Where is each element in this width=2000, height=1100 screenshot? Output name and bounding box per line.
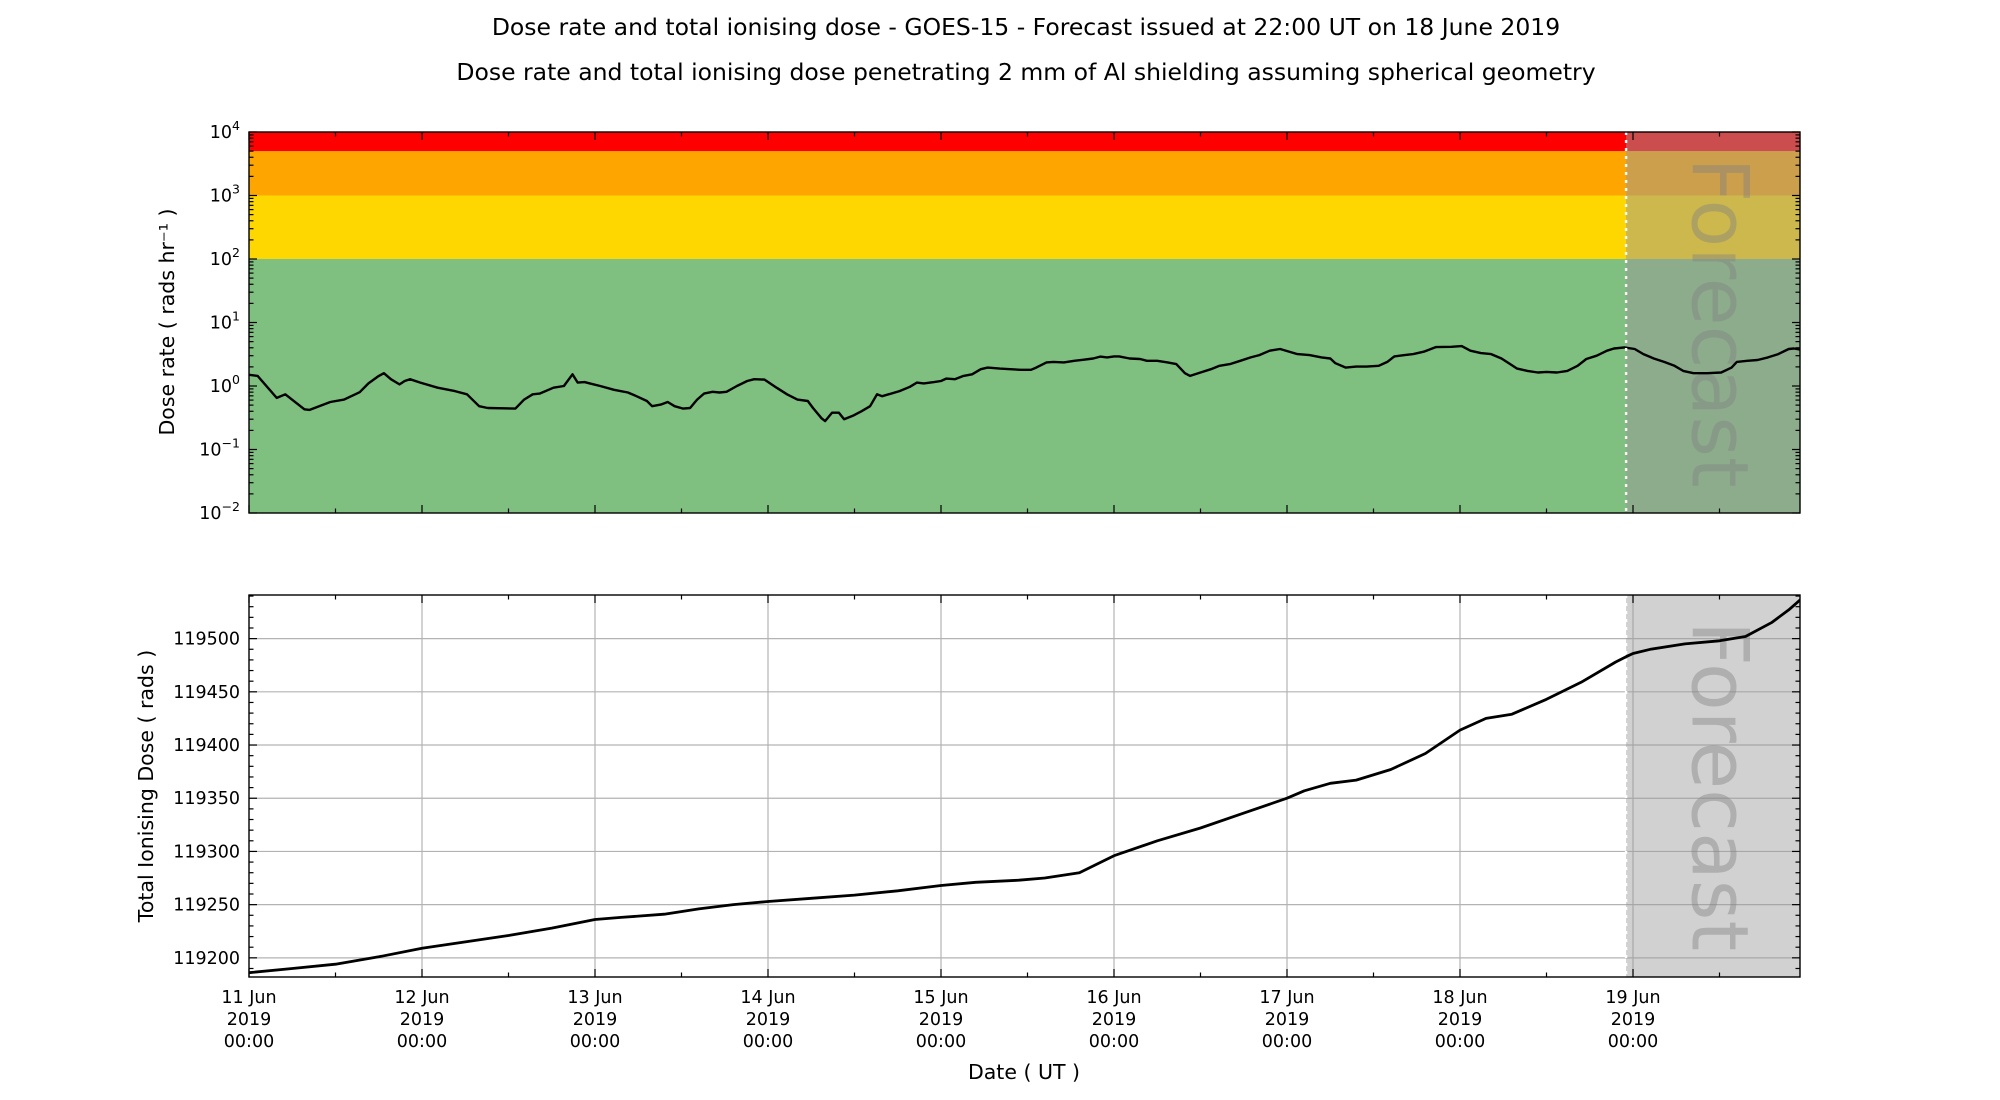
forecast-region-bottom (1626, 595, 1800, 977)
dose-rate-tick-label: 10−1 (199, 436, 240, 461)
x-tick-line: 19 Jun (1605, 988, 1660, 1008)
band-green-nominal (249, 259, 1800, 513)
tick-base: 10 (199, 441, 221, 461)
x-tick-line: 2019 (227, 1010, 272, 1030)
tick-base: 10 (210, 314, 232, 334)
dose-rate-line (249, 344, 1800, 423)
total-dose-line (249, 598, 1800, 975)
x-tick-label: 11 Jun 2019 00:00 (221, 988, 276, 1052)
x-tick-line: 2019 (573, 1010, 618, 1030)
x-tick-label: 17 Jun 2019 00:00 (1259, 988, 1314, 1052)
tick-exponent: 2 (232, 245, 240, 260)
total-dose-tick-label: 119250 (173, 896, 240, 916)
tick-base: 10 (210, 123, 232, 143)
forecast-watermark: Forecast (1674, 621, 1764, 951)
x-tick-label: 13 Jun 2019 00:00 (567, 988, 622, 1052)
total-dose-tick-label: 119350 (173, 789, 240, 809)
x-tick-line: 2019 (1265, 1010, 1310, 1030)
band-red-alert (249, 132, 1800, 152)
x-tick-line: 2019 (919, 1010, 964, 1030)
x-tick-line: 16 Jun (1086, 988, 1141, 1008)
dose-rate-tick-label: 101 (210, 309, 240, 334)
tick-exponent: −2 (222, 499, 240, 514)
x-tick-line: 00:00 (1089, 1032, 1139, 1052)
x-tick-line: 00:00 (1608, 1032, 1658, 1052)
tick-exponent: 0 (232, 372, 240, 387)
x-tick-line: 00:00 (397, 1032, 447, 1052)
dose-rate-tick-label: 100 (210, 372, 240, 397)
x-tick-line: 11 Jun (221, 988, 276, 1008)
x-tick-line: 00:00 (570, 1032, 620, 1052)
dose-rate-tick-label: 10−2 (199, 499, 240, 524)
dose-rate-tick-label: 103 (210, 182, 240, 207)
x-tick-line: 00:00 (1435, 1032, 1485, 1052)
x-tick-line: 17 Jun (1259, 988, 1314, 1008)
tick-exponent: −1 (222, 436, 240, 451)
band-orange-warning (249, 151, 1800, 196)
x-tick-line: 13 Jun (567, 988, 622, 1008)
x-tick-label: 19 Jun 2019 00:00 (1605, 988, 1660, 1052)
tick-base: 10 (199, 504, 221, 524)
tick-base: 10 (210, 250, 232, 270)
tick-base: 10 (210, 377, 232, 397)
x-axis-label: Date ( UT ) (967, 1060, 1081, 1084)
x-tick-label: 18 Jun 2019 00:00 (1432, 988, 1487, 1052)
total-dose-tick-label: 119450 (173, 683, 240, 703)
x-tick-label: 15 Jun 2019 00:00 (913, 988, 968, 1052)
x-tick-line: 2019 (1611, 1010, 1656, 1030)
x-tick-line: 18 Jun (1432, 988, 1487, 1008)
x-tick-line: 2019 (1092, 1010, 1137, 1030)
x-tick-line: 12 Jun (394, 988, 449, 1008)
total-dose-tick-label: 119400 (173, 736, 240, 756)
forecast-watermark: Forecast (1674, 157, 1764, 487)
x-tick-line: 00:00 (1262, 1032, 1312, 1052)
total-dose-tick-label: 119300 (173, 842, 240, 862)
x-tick-line: 2019 (1438, 1010, 1483, 1030)
page-subtitle: Dose rate and total ionising dose penetr… (456, 58, 1596, 86)
x-tick-line: 15 Jun (913, 988, 968, 1008)
tick-exponent: 1 (232, 309, 240, 324)
x-tick-line: 2019 (746, 1010, 791, 1030)
forecast-region-top (1626, 132, 1800, 513)
band-yellow-caution (249, 195, 1800, 259)
x-tick-line: 2019 (400, 1010, 445, 1030)
x-tick-line: 00:00 (916, 1032, 966, 1052)
tick-exponent: 3 (232, 182, 240, 197)
dose-rate-tick-label: 102 (210, 245, 240, 270)
x-tick-label: 14 Jun 2019 00:00 (740, 988, 795, 1052)
tick-exponent: 4 (232, 118, 240, 133)
panel-border (248, 594, 1801, 978)
total-dose-tick-label: 119500 (173, 630, 240, 650)
dose-rate-tick-label: 104 (210, 118, 240, 143)
tick-base: 10 (210, 187, 232, 207)
x-tick-line: 00:00 (224, 1032, 274, 1052)
page-title: Dose rate and total ionising dose - GOES… (491, 13, 1561, 41)
x-tick-line: 00:00 (743, 1032, 793, 1052)
x-tick-line: 14 Jun (740, 988, 795, 1008)
x-tick-label: 16 Jun 2019 00:00 (1086, 988, 1141, 1052)
total-dose-tick-label: 119200 (173, 949, 240, 969)
x-tick-label: 12 Jun 2019 00:00 (394, 988, 449, 1052)
